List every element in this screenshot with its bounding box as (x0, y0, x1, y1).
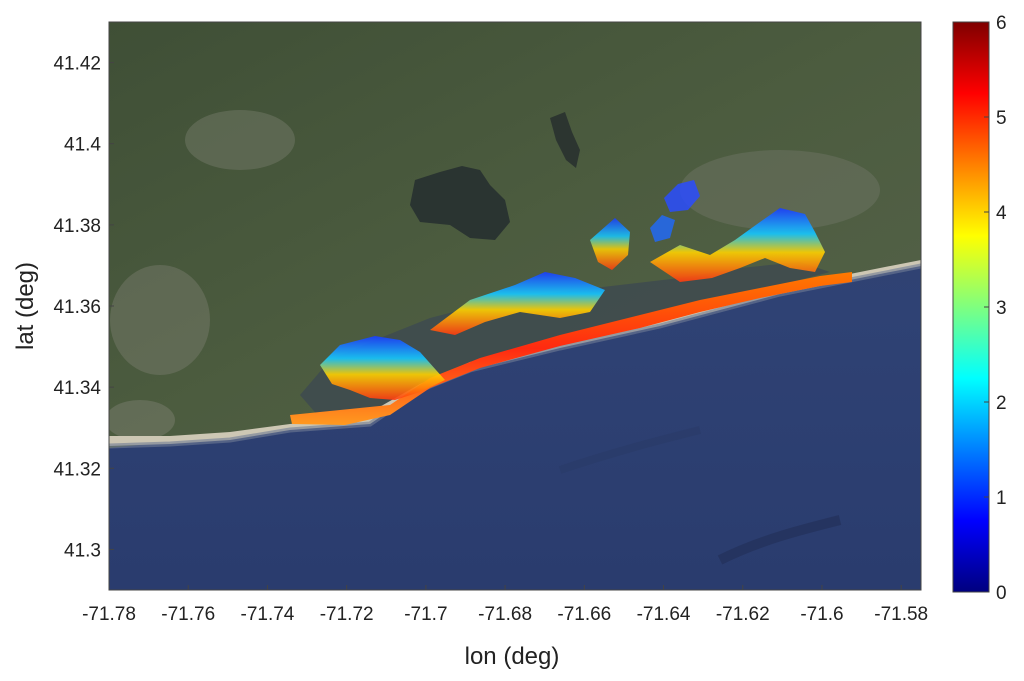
y-tick-label: 41.4 (64, 135, 101, 156)
x-tick-label: -71.74 (241, 604, 295, 625)
inundation-overlay (290, 180, 852, 425)
x-tick-label: -71.72 (320, 604, 374, 625)
marsh-inundation-central (430, 272, 605, 335)
y-tick-label: 41.42 (53, 54, 101, 75)
x-axis-label: lon (deg) (465, 643, 560, 670)
y-tick-label: 41.38 (53, 216, 101, 237)
y-tick-label: 41.34 (53, 378, 101, 399)
colorbar-tick-label: 6 (996, 13, 1007, 34)
town-patch (680, 150, 880, 230)
colorbar-tick-label: 4 (996, 203, 1007, 224)
x-tick-label: -71.7 (404, 604, 447, 625)
colorbar-tick-label: 1 (996, 488, 1007, 509)
y-tick-label: 41.3 (64, 540, 101, 561)
town-patch (109, 400, 175, 440)
pond (550, 112, 580, 168)
x-axis-ticks: -71.78 -71.76 -71.74 -71.72 -71.7 -71.68 -71.6… (82, 585, 928, 625)
colorbar (952, 21, 990, 593)
colorbar-ticks: 0 1 2 3 4 5 6 (984, 13, 1007, 604)
x-tick-label: -71.6 (800, 604, 843, 625)
colorbar-tick-label: 3 (996, 298, 1007, 319)
marsh-inundation-channel (590, 218, 630, 270)
colorbar-tick-label: 5 (996, 108, 1007, 129)
y-axis-label: lat (deg) (12, 262, 39, 350)
x-tick-label: -71.58 (874, 604, 928, 625)
x-tick-label: -71.62 (716, 604, 770, 625)
x-tick-label: -71.76 (161, 604, 215, 625)
inland-inundation-north (664, 180, 700, 212)
x-tick-label: -71.78 (82, 604, 136, 625)
ocean-swell (717, 515, 842, 565)
colorbar-tick-label: 0 (996, 583, 1007, 604)
land-basemap (109, 22, 921, 448)
x-tick-label: -71.64 (637, 604, 691, 625)
inland-inundation-northwest (650, 215, 675, 242)
map-plot-area (109, 22, 921, 590)
x-tick-label: -71.66 (557, 604, 611, 625)
y-tick-label: 41.32 (53, 459, 101, 480)
town-patch (110, 265, 210, 375)
colorbar-tick-label: 2 (996, 393, 1007, 414)
town-patch (185, 110, 295, 170)
ocean-swell (558, 426, 701, 474)
marsh-inundation-east (650, 208, 825, 282)
marsh-inundation-west (320, 336, 445, 400)
y-tick-label: 41.36 (53, 297, 101, 318)
pond (410, 166, 510, 240)
x-tick-label: -71.68 (478, 604, 532, 625)
y-axis-ticks: 41.3 41.32 41.34 41.36 41.38 41.4 41.42 (53, 54, 114, 561)
